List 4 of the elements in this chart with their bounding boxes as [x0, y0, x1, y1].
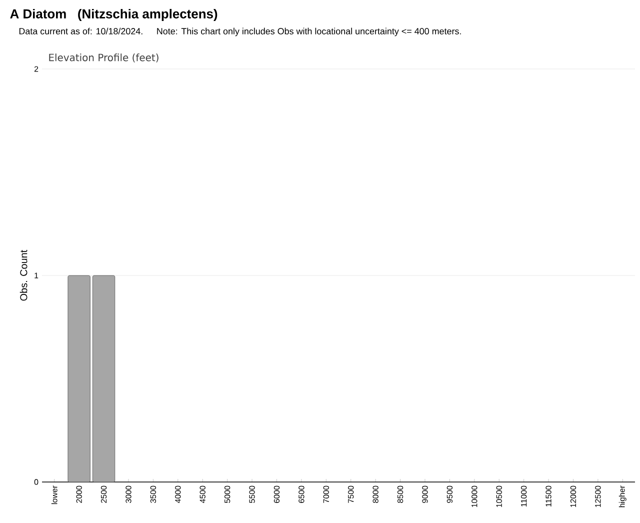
- y-axis-title: Obs. Count: [20, 250, 28, 301]
- chart-title: A Diatom (Nitzschia amplectens): [10, 8, 218, 22]
- chart-subtitle: Data current as of: 10/18/2024. Note: This chart only includes Obs with locational uncertainty <= 400 meters.: [19, 28, 461, 36]
- text: Elevation Profile (feet): [49, 54, 158, 62]
